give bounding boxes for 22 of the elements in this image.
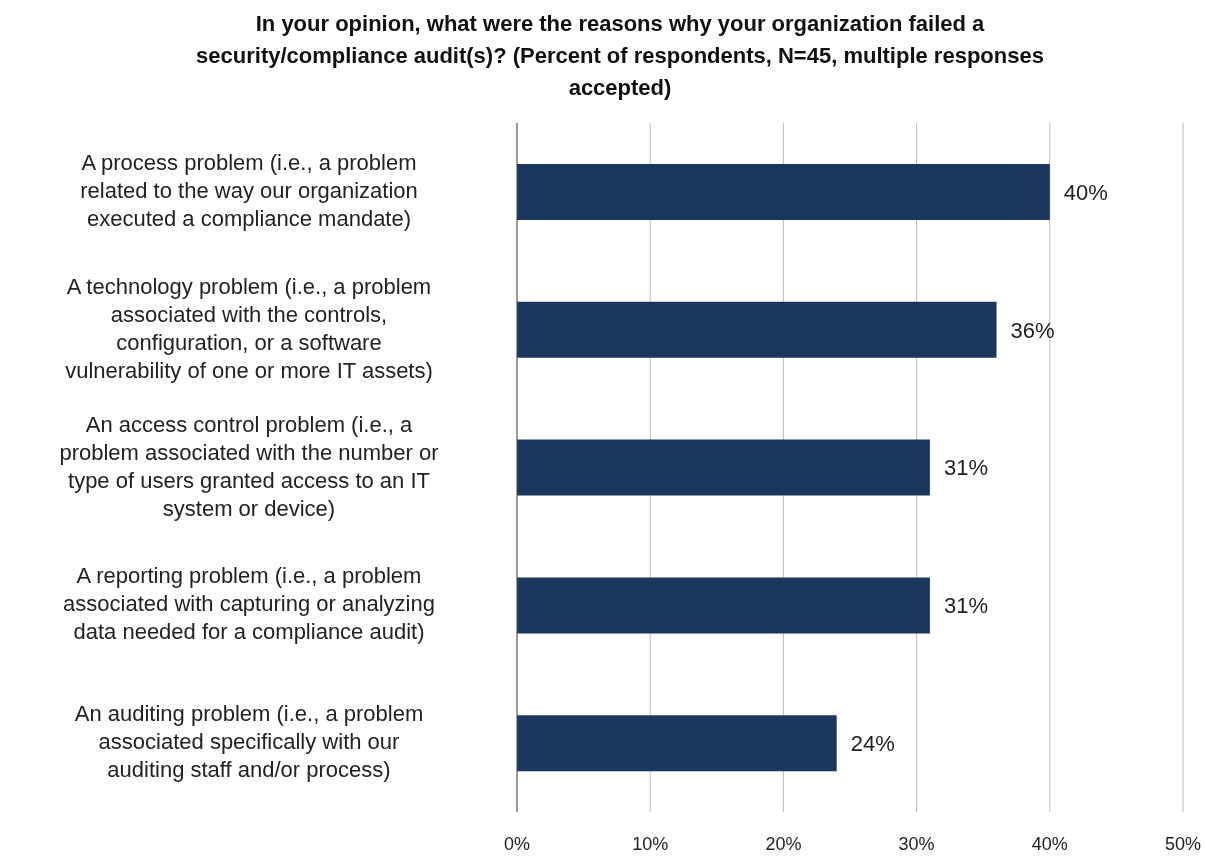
bar — [517, 577, 930, 634]
data-label: 40% — [1063, 179, 1108, 205]
bar — [517, 164, 1050, 220]
x-tick-label: 10% — [632, 834, 669, 854]
x-tick-label: 20% — [765, 834, 802, 854]
x-tick-label: 30% — [898, 834, 935, 854]
data-label: 31% — [943, 593, 988, 619]
y-tick-label: A reporting problem (i.e., a problem associated with capturing or analyzing data needed for a compliance audit) — [63, 563, 435, 645]
data-label: 36% — [1010, 317, 1055, 343]
bar — [517, 439, 930, 496]
x-tick-label: 40% — [1031, 834, 1068, 854]
data-label: 24% — [850, 731, 895, 757]
x-tick-label: 50% — [1164, 834, 1202, 854]
y-tick-label: An auditing problem (i.e., a problem associated specifically with our auditing staff and/or process) — [74, 700, 424, 782]
data-label: 31% — [943, 455, 988, 481]
chart-title: In your opinion, what were the reasons why your organization failed a security/compliance audit(s)? (Percent of respondents, N=45, multiple responses accepted) — [195, 10, 1045, 102]
y-tick-label: An access control problem (i.e., a problem associated with the number or type of users granted access to an IT system or device) — [59, 411, 439, 521]
y-tick-label: A technology problem (i.e., a problem associated with the controls, configuration, or a software vulnerability of one or more IT assets) — [65, 273, 433, 383]
x-tick-label: 0% — [503, 834, 531, 854]
bar — [517, 715, 837, 772]
bar — [517, 301, 997, 358]
y-tick-label: A process problem (i.e., a problem related to the way our organization executed a compliance mandate) — [80, 149, 418, 231]
